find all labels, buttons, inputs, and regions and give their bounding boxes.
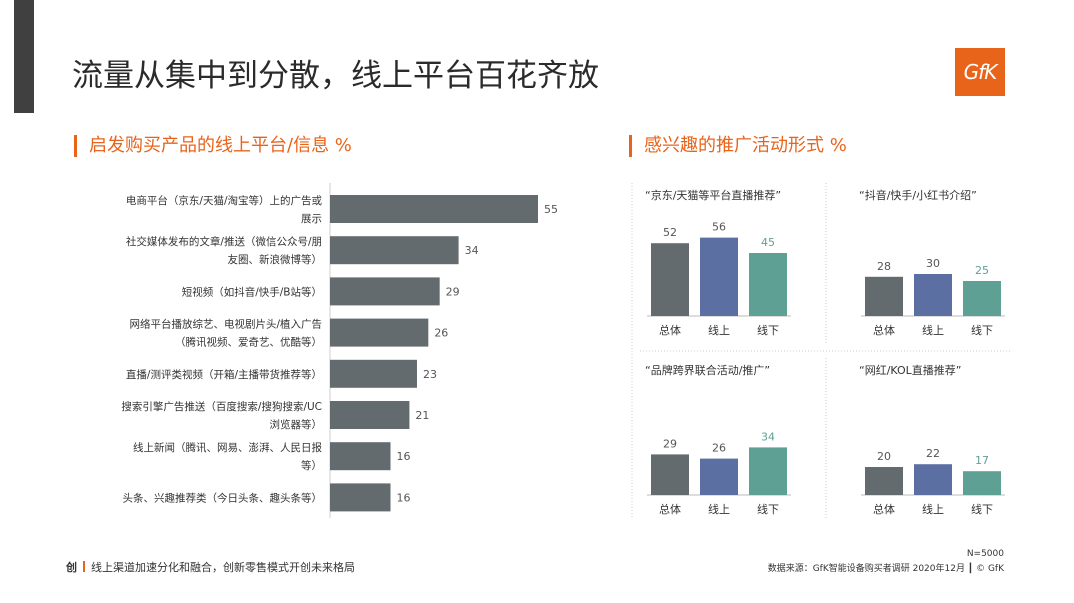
small-bar-2-2 xyxy=(749,447,787,495)
hbar-label-2-0: 短视频（如抖音/快手/B站等） xyxy=(182,285,322,298)
hbar-3 xyxy=(330,318,429,347)
hbar-value-0: 55 xyxy=(544,203,558,216)
hbar-value-1: 34 xyxy=(465,244,479,257)
hbar-value-6: 16 xyxy=(397,450,411,463)
small-bar-0-2 xyxy=(749,253,787,316)
hbar-6 xyxy=(330,442,391,471)
small-bar-value-2-0: 29 xyxy=(663,437,677,450)
small-bar-category-0-0: 总体 xyxy=(659,323,681,337)
small-bar-3-0 xyxy=(865,467,903,495)
hbar-1 xyxy=(330,236,459,265)
small-bar-category-3-0: 总体 xyxy=(873,502,895,516)
footer-tagline: 线上渠道加速分化和融合，创新零售模式开创未来格局 xyxy=(91,561,355,574)
hbar-7 xyxy=(330,483,391,512)
small-bar-category-2-1: 线上 xyxy=(708,502,730,516)
data-source: 数据来源：GfK智能设备购买者调研 2020年12月 ┃ © GfK xyxy=(767,564,1004,574)
hbar-label-6-0: 线上新闻（腾讯、网易、澎湃、人民日报 xyxy=(133,441,322,454)
small-bar-1-1 xyxy=(914,274,952,316)
hbar-value-4: 23 xyxy=(423,368,437,381)
hbar-5 xyxy=(330,401,410,429)
hbar-4 xyxy=(330,359,417,388)
small-bar-0-1 xyxy=(700,237,738,316)
small-bar-value-2-2: 34 xyxy=(761,430,775,443)
sample-size: N=5000 xyxy=(966,549,1004,559)
small-bar-1-0 xyxy=(865,276,903,316)
small-bar-category-2-2: 线下 xyxy=(757,502,779,516)
hbar-label-1-0: 社交媒体发布的文章/推送（微信公众号/朋 xyxy=(126,235,322,248)
small-bar-3-1 xyxy=(914,464,952,495)
hbar-label-7-0: 头条、兴趣推荐类（今日头条、趣头条等） xyxy=(123,491,323,504)
hbar-0 xyxy=(330,195,538,223)
small-bar-1-2 xyxy=(963,281,1001,316)
hbar-label-5-1: 浏览器等） xyxy=(270,418,323,431)
page-title: 流量从集中到分散，线上平台百花齐放 xyxy=(72,58,599,94)
small-bar-value-1-0: 28 xyxy=(877,260,891,273)
footer-icon: 创 xyxy=(66,561,77,574)
small-bar-value-1-2: 25 xyxy=(975,264,989,277)
small-bar-category-3-1: 线上 xyxy=(922,502,944,516)
small-bar-value-0-0: 52 xyxy=(663,226,677,239)
hbar-label-0-0: 电商平台（京东/天猫/淘宝等）上的广告或 xyxy=(126,194,323,207)
hbar-label-1-1: 友圈、新浪微博等） xyxy=(228,253,323,266)
small-chart-title-1: “抖音/快手/小红书介绍” xyxy=(859,188,977,202)
small-bar-category-1-1: 线上 xyxy=(922,323,944,337)
small-bar-category-0-1: 线上 xyxy=(708,323,730,337)
small-bar-category-1-0: 总体 xyxy=(873,323,895,337)
small-bar-value-3-2: 17 xyxy=(975,454,989,467)
small-chart-title-2: “品牌跨界联合活动/推广” xyxy=(645,363,770,377)
small-bar-value-3-1: 22 xyxy=(926,447,940,460)
accent-bar xyxy=(14,0,34,113)
hbar-value-5: 21 xyxy=(415,409,429,422)
small-bar-category-0-2: 线下 xyxy=(757,323,779,337)
small-bar-value-0-1: 56 xyxy=(712,221,726,234)
small-bar-3-2 xyxy=(963,471,1001,495)
small-bar-value-1-1: 30 xyxy=(926,257,940,270)
small-chart-title-0: “京东/天猫等平台直播推荐” xyxy=(645,188,781,202)
footer-separator xyxy=(83,561,85,572)
small-bar-0-0 xyxy=(651,243,689,316)
hbar-label-0-1: 展示 xyxy=(301,213,322,225)
small-bar-2-1 xyxy=(700,458,738,495)
hbar-value-7: 16 xyxy=(397,491,411,504)
hbar-label-5-0: 搜索引擎广告推送（百度搜索/搜狗搜索/UC xyxy=(121,400,322,413)
small-bar-value-2-1: 26 xyxy=(712,442,726,455)
small-bar-value-3-0: 20 xyxy=(877,450,891,463)
right-section-title: 感兴趣的推广活动形式 % xyxy=(629,135,847,157)
small-bar-category-2-0: 总体 xyxy=(659,502,681,516)
hbar-label-4-0: 直播/测评类视频（开箱/主播带货推荐等） xyxy=(126,368,322,381)
hbar-label-3-0: 网络平台播放综艺、电视剧片头/植入广告 xyxy=(129,318,322,331)
gfk-logo: GfK xyxy=(955,48,1005,96)
small-bar-category-1-2: 线下 xyxy=(971,323,993,337)
small-bar-value-0-2: 45 xyxy=(761,236,775,249)
hbar-2 xyxy=(330,277,440,306)
footer-tagline-block: 创 线上渠道加速分化和融合，创新零售模式开创未来格局 xyxy=(66,559,355,575)
small-bar-category-3-2: 线下 xyxy=(971,502,993,516)
hbar-value-3: 26 xyxy=(434,327,448,340)
hbar-label-6-1: 等） xyxy=(301,459,322,472)
hbar-value-2: 29 xyxy=(446,285,460,298)
left-section-title: 启发购买产品的线上平台/信息 % xyxy=(74,135,352,157)
small-chart-title-3: “网红/KOL直播推荐” xyxy=(859,363,962,377)
small-bar-2-0 xyxy=(651,454,689,495)
hbar-label-3-1: （腾讯视频、爱奇艺、优酷等） xyxy=(175,336,322,349)
